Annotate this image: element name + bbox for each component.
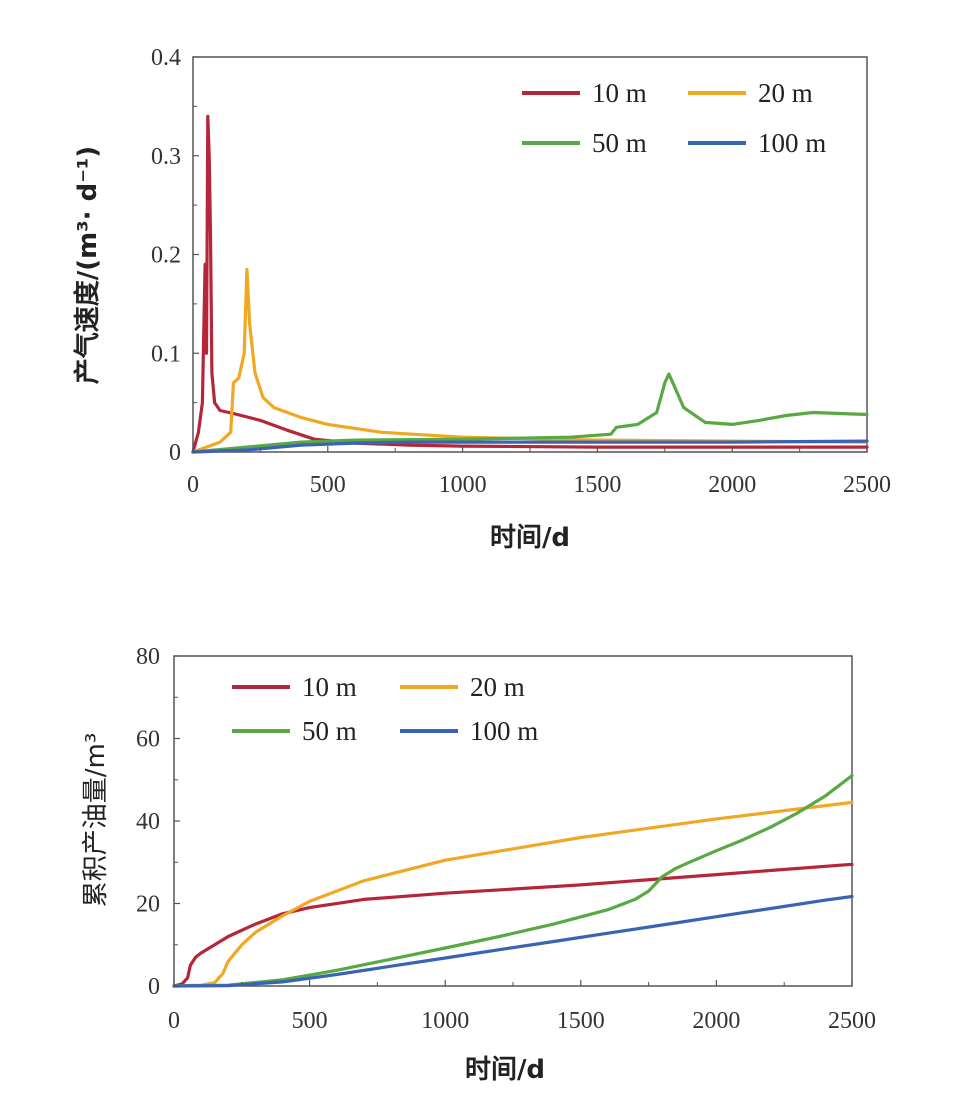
series-line-10m (191, 114, 869, 454)
legend-label: 50 m (302, 716, 357, 746)
series-line-20m (191, 267, 869, 454)
cumulative-oil-chart: 0 500 1000 1500 2000 2500 0 20 40 60 80 时间/d 累积产油量… (81, 644, 876, 1085)
x-tick-label: 2500 (843, 472, 891, 498)
series-line-100m (172, 894, 854, 988)
y-tick-label: 0.1 (151, 341, 181, 367)
gas-rate-chart: 0 500 1000 1500 2000 2500 0 0.1 0.2 0.3 0.4 时间/d 产… (72, 45, 891, 553)
y-tick-label: 0.3 (151, 144, 181, 170)
y-tick-label: 80 (136, 644, 160, 670)
series-line-20m (172, 800, 854, 988)
y-tick-label: 0.2 (151, 243, 181, 269)
x-tick-label: 0 (187, 472, 199, 498)
y-tick-label: 0 (169, 440, 181, 466)
series-line-100m (191, 439, 869, 454)
legend-label: 100 m (758, 128, 826, 158)
y-tick-label: 40 (136, 809, 160, 835)
x-tick-label: 2000 (708, 472, 756, 498)
series-layer (191, 114, 869, 454)
x-axis-title: 时间/d (465, 1055, 545, 1085)
x-tick-label: 2000 (692, 1008, 740, 1034)
x-tick-label: 1500 (557, 1008, 605, 1034)
legend-label: 20 m (758, 78, 813, 108)
x-axis-title: 时间/d (490, 523, 570, 553)
y-tick-label: 0.4 (151, 45, 181, 71)
x-tick-label: 0 (168, 1008, 180, 1034)
legend-label: 10 m (592, 78, 647, 108)
x-tick-label: 500 (292, 1008, 328, 1034)
y-axis-title: 累积产油量/m³ (81, 733, 111, 908)
legend: 10 m 20 m 50 m 100 m (232, 672, 538, 746)
y-tick-label: 0 (148, 974, 160, 1000)
series-line-50m (172, 773, 854, 988)
legend: 10 m 20 m 50 m 100 m (522, 78, 826, 158)
series-line-50m (191, 372, 869, 454)
legend-label: 50 m (592, 128, 647, 158)
x-tick-label: 1000 (421, 1008, 469, 1034)
x-tick-label: 1000 (439, 472, 487, 498)
series-line-10m (172, 862, 854, 988)
y-axis-title: 产气速度/(m³· d⁻¹) (72, 146, 103, 384)
tick-layer: 0 500 1000 1500 2000 2500 0 0.1 0.2 0.3 0.4 (151, 45, 891, 498)
x-tick-label: 500 (310, 472, 346, 498)
legend-label: 20 m (470, 672, 525, 702)
x-tick-label: 2500 (828, 1008, 876, 1034)
plot-frame (173, 655, 853, 987)
tick-layer: 0 500 1000 1500 2000 2500 0 20 40 60 80 (136, 644, 876, 1034)
legend-label: 10 m (302, 672, 357, 702)
series-layer (172, 773, 854, 988)
y-tick-label: 20 (136, 892, 160, 918)
y-tick-label: 60 (136, 727, 160, 753)
x-tick-label: 1500 (573, 472, 621, 498)
legend-label: 100 m (470, 716, 538, 746)
plot-frame (192, 56, 868, 453)
